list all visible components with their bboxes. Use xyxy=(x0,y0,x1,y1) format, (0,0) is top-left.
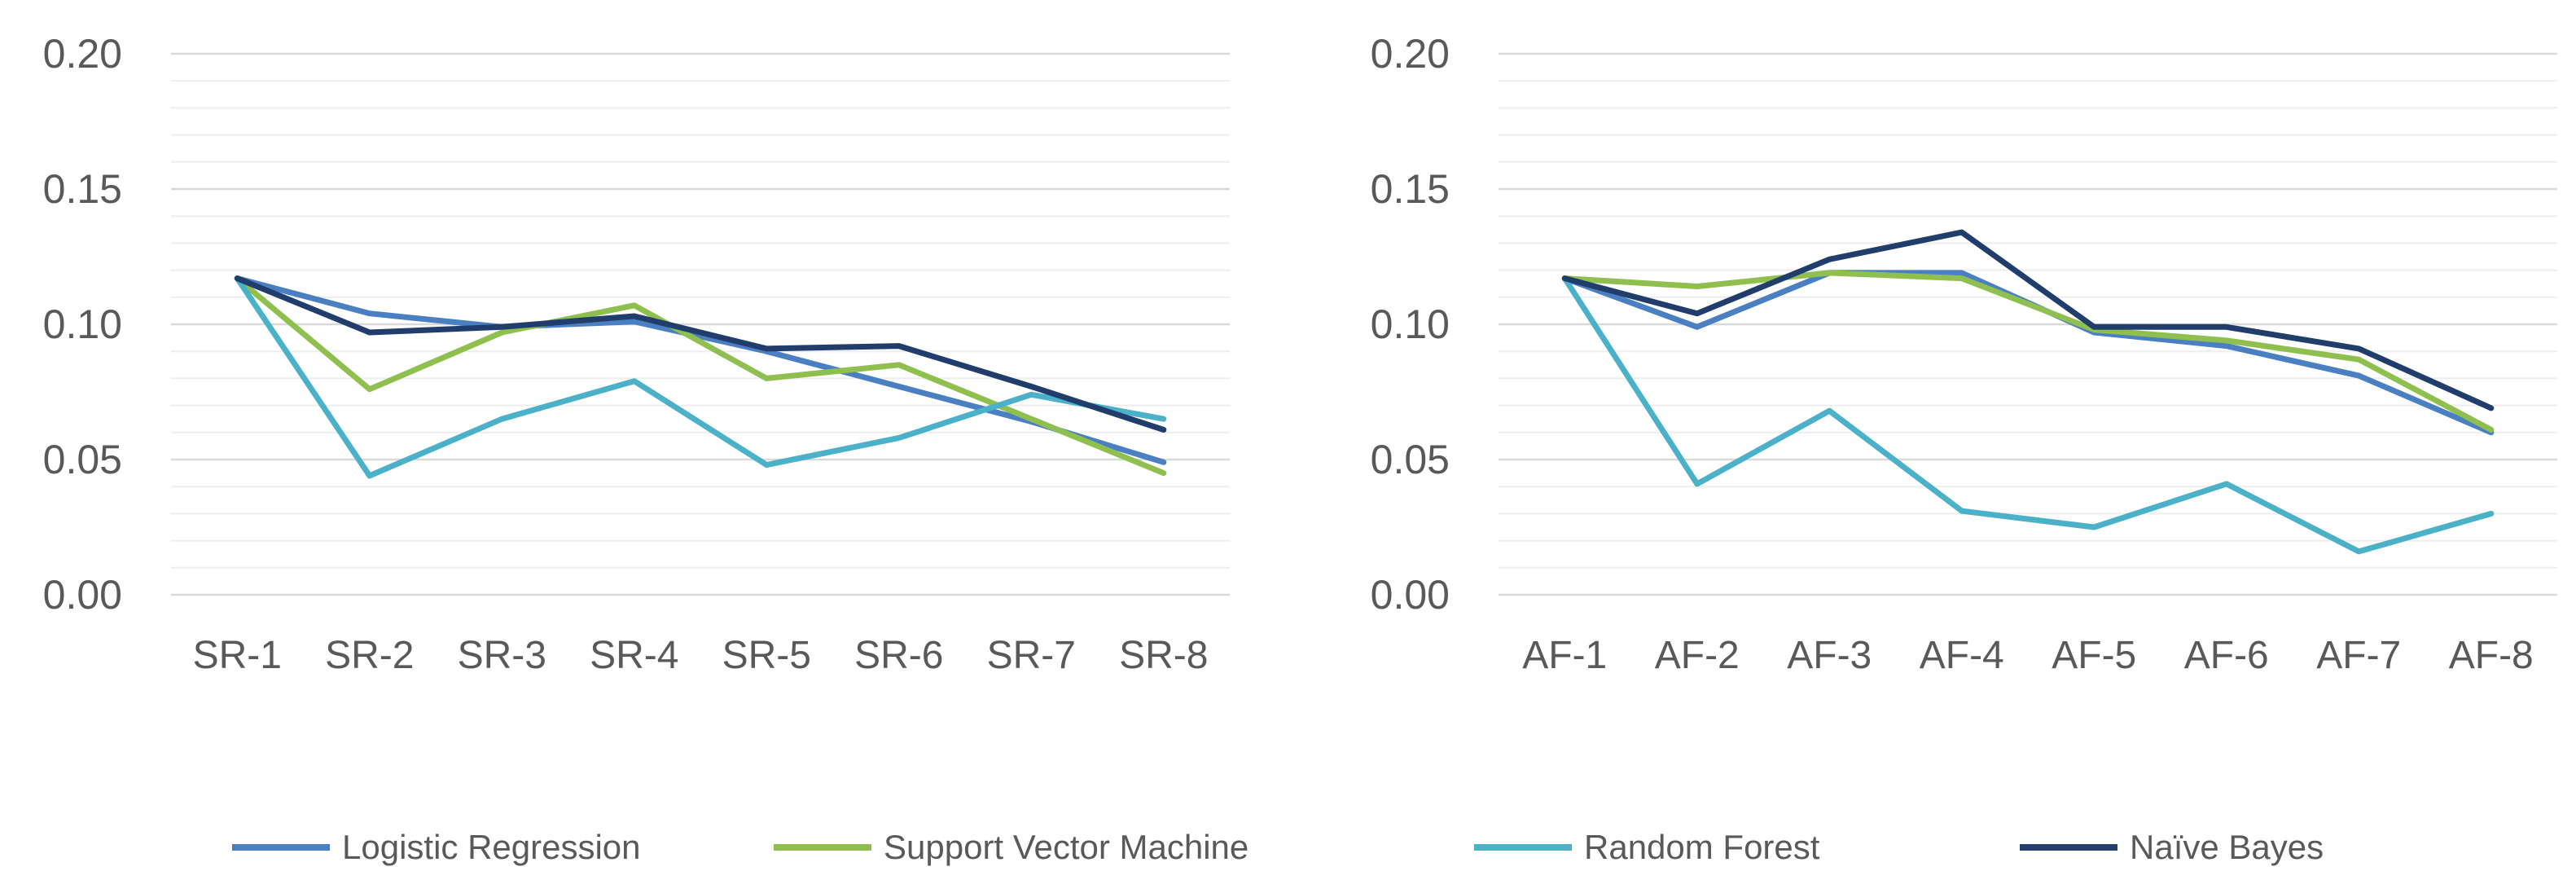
data-point-random-forest xyxy=(1961,511,1962,512)
series-line-na-ve-bayes xyxy=(1561,229,2495,411)
data-point-na-ve-bayes xyxy=(237,278,238,279)
data-point-random-forest xyxy=(1696,483,1697,484)
data-point-support-vector-machine xyxy=(1961,278,1962,279)
x-tick-label: SR-4 xyxy=(590,634,678,677)
x-tick-label: SR-6 xyxy=(854,634,943,677)
data-point-logistic-regression xyxy=(1961,272,1962,273)
data-point-na-ve-bayes xyxy=(2226,327,2227,328)
x-tick-label: SR-8 xyxy=(1119,634,1208,677)
x-tick-label: AF-8 xyxy=(2449,634,2534,677)
data-point-na-ve-bayes xyxy=(1031,386,1032,387)
x-tick-label: AF-5 xyxy=(2052,634,2136,677)
data-point-random-forest xyxy=(1163,419,1164,420)
data-point-support-vector-machine xyxy=(1031,419,1032,420)
data-point-na-ve-bayes xyxy=(1696,313,1697,314)
series-line-support-vector-machine xyxy=(234,275,1167,477)
data-point-logistic-regression xyxy=(1163,462,1164,463)
data-point-logistic-regression xyxy=(369,313,370,314)
data-point-support-vector-machine xyxy=(2490,429,2491,430)
series-line-random-forest xyxy=(1561,275,2495,555)
data-point-na-ve-bayes xyxy=(1829,259,1830,260)
legend-label: Random Forest xyxy=(1584,828,1820,866)
data-point-na-ve-bayes xyxy=(1564,278,1565,279)
data-point-logistic-regression xyxy=(2226,345,2227,346)
y-tick-label: 0.20 xyxy=(1371,31,1450,77)
x-tick-label: SR-5 xyxy=(722,634,811,677)
x-tick-label: AF-3 xyxy=(1787,634,1872,677)
right-chart-panel: 0.00 0.05 0.10 0.15 0.20 AF-1 AF-2 AF-3 AF-4 AF-5… xyxy=(1371,31,2557,677)
data-point-support-vector-machine xyxy=(766,378,767,379)
data-point-na-ve-bayes xyxy=(1163,429,1164,430)
data-point-logistic-regression xyxy=(1696,327,1697,328)
data-point-random-forest xyxy=(2226,483,2227,484)
chart-legend: Logistic Regression Support Vector Machin… xyxy=(232,828,2324,866)
y-tick-label: 0.00 xyxy=(1371,572,1450,618)
legend-label: Naïve Bayes xyxy=(2130,828,2324,866)
x-tick-label: AF-4 xyxy=(1920,634,2004,677)
legend-label: Support Vector Machine xyxy=(884,828,1249,866)
left-chart-panel: 0.00 0.05 0.10 0.15 0.20 SR-1 SR-2 SR-3 SR-4 SR-5… xyxy=(43,31,1230,677)
data-point-na-ve-bayes xyxy=(2094,327,2095,328)
legend-label: Logistic Regression xyxy=(342,828,641,866)
data-point-support-vector-machine xyxy=(2226,340,2227,341)
x-tick-label: SR-7 xyxy=(987,634,1076,677)
x-tick-label: SR-1 xyxy=(193,634,282,677)
data-point-logistic-regression xyxy=(898,386,899,387)
series-line-random-forest xyxy=(234,275,1167,479)
data-point-na-ve-bayes xyxy=(1961,232,1962,233)
y-tick-label: 0.20 xyxy=(43,31,122,77)
y-tick-label: 0.10 xyxy=(43,301,122,347)
series-line-logistic-regression xyxy=(234,275,1167,465)
data-point-random-forest xyxy=(2490,513,2491,514)
y-tick-label: 0.15 xyxy=(43,166,122,212)
x-tick-label: AF-2 xyxy=(1655,634,1740,677)
y-tick-label: 0.05 xyxy=(43,437,122,482)
y-tick-label: 0.10 xyxy=(1371,301,1450,347)
data-point-na-ve-bayes xyxy=(2490,407,2491,408)
x-tick-label: AF-1 xyxy=(1522,634,1607,677)
data-point-na-ve-bayes xyxy=(766,348,767,349)
data-point-random-forest xyxy=(369,475,370,476)
data-point-na-ve-bayes xyxy=(898,345,899,346)
x-tick-label: AF-7 xyxy=(2316,634,2401,677)
x-tick-label: SR-3 xyxy=(458,634,546,677)
data-point-random-forest xyxy=(1031,394,1032,395)
y-tick-label: 0.05 xyxy=(1371,437,1450,482)
data-point-support-vector-machine xyxy=(1696,286,1697,287)
x-tick-label: SR-2 xyxy=(325,634,414,677)
series-line-support-vector-machine xyxy=(1561,270,2495,433)
data-point-random-forest xyxy=(766,464,767,465)
data-point-support-vector-machine xyxy=(1829,272,1830,273)
y-tick-label: 0.15 xyxy=(1371,166,1450,212)
y-tick-label: 0.00 xyxy=(43,572,122,618)
data-point-support-vector-machine xyxy=(898,364,899,365)
data-point-random-forest xyxy=(2094,527,2095,528)
x-tick-label: AF-6 xyxy=(2184,634,2269,677)
series-line-na-ve-bayes xyxy=(234,275,1167,433)
